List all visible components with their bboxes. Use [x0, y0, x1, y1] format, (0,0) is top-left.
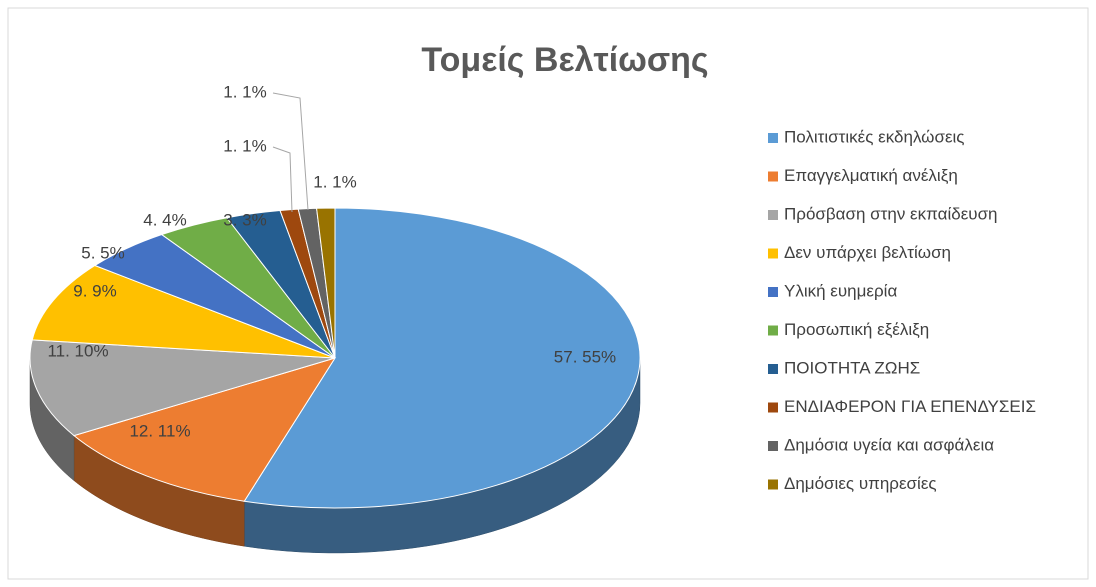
- legend-swatch: [768, 364, 778, 374]
- data-label: 57. 55%: [554, 347, 616, 366]
- legend-swatch: [768, 248, 778, 259]
- legend-label: Δεν υπάρχει βελτίωση: [784, 243, 951, 262]
- legend-swatch: [768, 287, 778, 297]
- legend-label: Δημόσια υγεία και ασφάλεια: [784, 435, 994, 454]
- legend-swatch: [768, 210, 778, 220]
- legend-swatch: [768, 325, 778, 336]
- data-label: 1. 1%: [223, 136, 266, 155]
- data-label: 12. 11%: [129, 421, 190, 440]
- legend-label: Επαγγελματική ανέλιξη: [784, 166, 958, 185]
- legend-label: ΕΝΔΙΑΦΕΡΟΝ ΓΙΑ ΕΠΕΝΔΥΣΕΙΣ: [784, 397, 1036, 416]
- leader-line: [272, 92, 309, 211]
- legend-label: ΠΟΙΟΤΗΤΑ ΖΩΗΣ: [784, 358, 920, 377]
- data-label: 4. 4%: [143, 210, 186, 229]
- slice: [316, 207, 336, 359]
- legend-label: Δημόσιες υπηρεσίες: [784, 474, 937, 493]
- data-label: 1. 1%: [313, 172, 356, 191]
- legend-label: Πρόσβαση στην εκπαίδευση: [784, 204, 998, 223]
- data-label: 11. 10%: [47, 341, 108, 360]
- chart-title: Τομείς Βελτίωσης: [421, 41, 708, 79]
- legend-label: Προσωπική εξέλιξη: [784, 320, 929, 339]
- legend-label: Πολιτιστικές εκδηλώσεις: [784, 127, 965, 146]
- slice: [72, 357, 337, 502]
- data-label: 3. 3%: [223, 210, 266, 229]
- legend-label: Υλική ευημερία: [784, 281, 897, 300]
- legend-swatch: [768, 479, 778, 490]
- legend-swatch: [768, 402, 778, 413]
- legend-swatch: [768, 133, 778, 143]
- data-label: 1. 1%: [223, 82, 266, 101]
- legend-swatch: [768, 441, 778, 451]
- slice: [243, 207, 641, 509]
- slice: [31, 264, 336, 359]
- slice: [29, 339, 336, 437]
- data-label: 5. 5%: [81, 243, 124, 262]
- leader-line: [272, 146, 293, 213]
- data-label: 9. 9%: [73, 281, 116, 300]
- legend-swatch: [768, 171, 778, 182]
